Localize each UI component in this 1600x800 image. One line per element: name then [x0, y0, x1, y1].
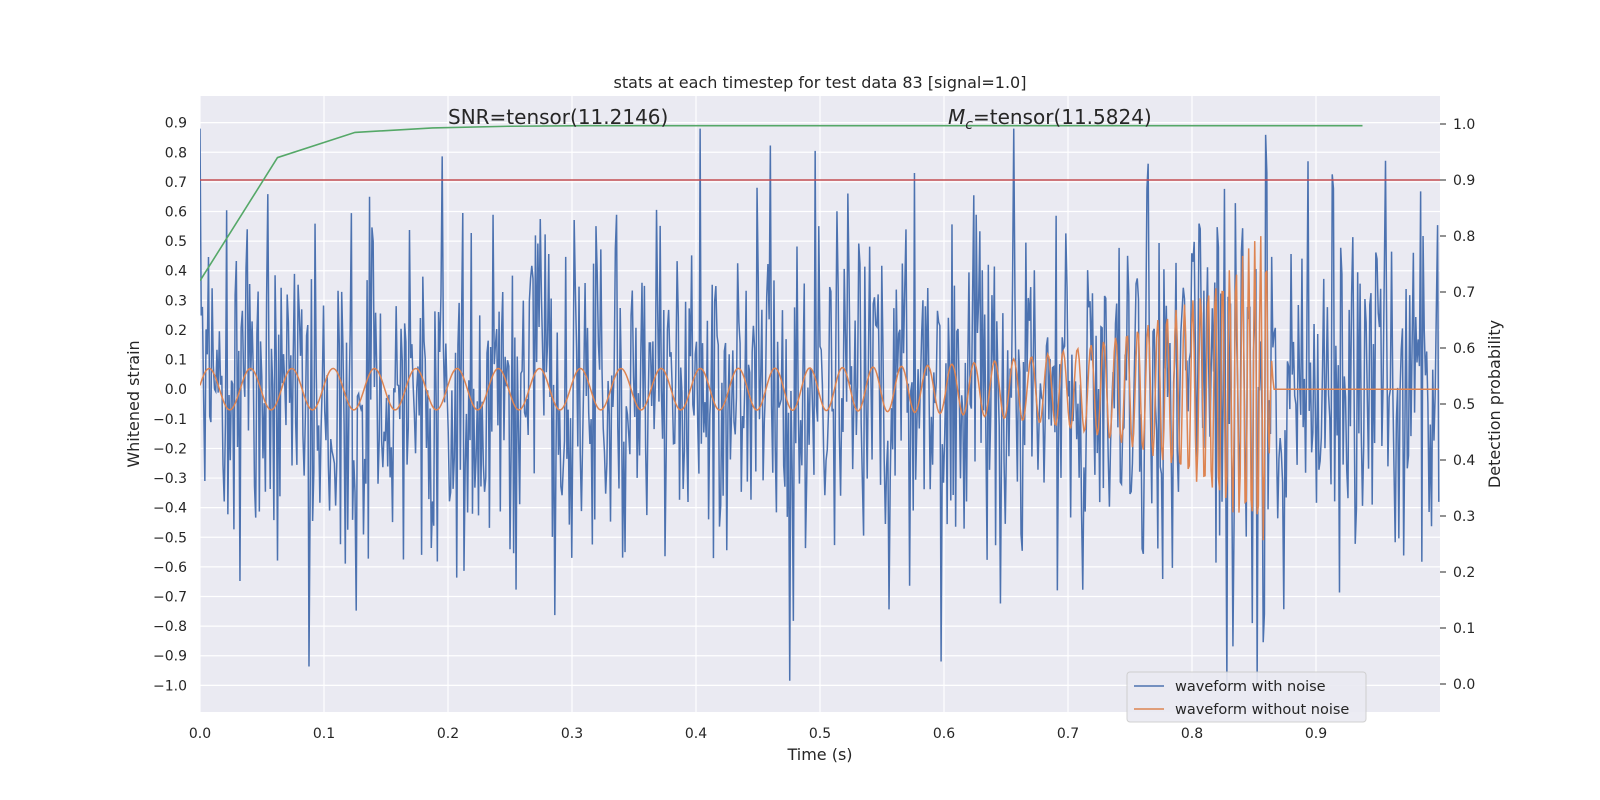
legend: waveform with noise waveform without noi… — [1126, 671, 1367, 723]
x-tick-label: 0.0 — [189, 726, 211, 742]
x-tick-label: 0.4 — [685, 726, 707, 742]
x-tick-label: 0.6 — [933, 726, 955, 742]
left-y-tick-label: 0.6 — [165, 205, 187, 221]
right-y-tick-label: 0.0 — [1453, 677, 1475, 693]
left-y-tick-label: 0.5 — [165, 234, 187, 250]
right-y-tick-label: 0.6 — [1453, 341, 1475, 357]
left-y-tick-label: 0.9 — [165, 116, 187, 132]
snr-annotation: SNR=tensor(11.2146) — [448, 105, 668, 129]
left-y-tick-label: −0.6 — [153, 560, 187, 576]
left-y-tick-label: 0.0 — [165, 382, 187, 398]
right-y-tick-label: 0.5 — [1453, 397, 1475, 413]
right-y-tick-label: 0.8 — [1453, 229, 1475, 245]
left-y-axis-ticks: 0.9 0.8 0.7 0.6 0.5 0.4 0.3 0.2 0.1 0.0 −0.1 −0.2 −0… — [153, 116, 187, 695]
left-y-tick-label: 0.8 — [165, 145, 187, 161]
left-y-tick-label: −0.1 — [153, 412, 187, 428]
chart-title: stats at each timestep for test data 83 … — [614, 73, 1027, 92]
right-y-tick-label: 0.9 — [1453, 173, 1475, 189]
legend-label-noisy: waveform with noise — [1175, 679, 1326, 695]
left-y-tick-label: −0.8 — [153, 619, 187, 635]
x-tick-label: 0.7 — [1057, 726, 1079, 742]
left-y-tick-label: 0.4 — [165, 264, 187, 280]
x-axis-label: Time (s) — [786, 745, 852, 764]
x-tick-label: 0.5 — [809, 726, 831, 742]
x-tick-label: 0.1 — [313, 726, 335, 742]
x-tick-label: 0.8 — [1181, 726, 1203, 742]
x-tick-label: 0.9 — [1305, 726, 1327, 742]
right-y-tick-label: 0.1 — [1453, 621, 1475, 637]
left-y-tick-label: −0.3 — [153, 471, 187, 487]
right-y-tick-label: 0.2 — [1453, 565, 1475, 581]
right-y-axis-ticks: 1.0 0.9 0.8 0.7 0.6 0.5 0.4 0.3 0.2 0.1 0.0 — [1440, 117, 1475, 693]
left-y-tick-label: −0.4 — [153, 501, 187, 517]
left-y-tick-label: 0.2 — [165, 323, 187, 339]
left-y-tick-label: 0.7 — [165, 175, 187, 191]
right-y-tick-label: 0.3 — [1453, 509, 1475, 525]
left-y-tick-label: −0.7 — [153, 590, 187, 606]
legend-label-clean: waveform without noise — [1175, 702, 1349, 718]
left-y-axis-label: Whitened strain — [124, 340, 143, 467]
noisy-waveform-line — [200, 128, 1440, 686]
right-y-axis-label: Detection probability — [1485, 320, 1504, 488]
detection-probability-line — [200, 124, 1363, 282]
x-tick-label: 0.2 — [437, 726, 459, 742]
left-y-tick-label: 0.3 — [165, 293, 187, 309]
chirp-mass-annotation: Mc=tensor(11.5824) — [948, 105, 1152, 133]
right-y-tick-label: 0.7 — [1453, 285, 1475, 301]
x-tick-label: 0.3 — [561, 726, 583, 742]
right-y-tick-label: 0.4 — [1453, 453, 1475, 469]
x-axis-ticks: 0.0 0.1 0.2 0.3 0.4 0.5 0.6 0.7 0.8 0.9 — [189, 726, 1327, 742]
left-y-tick-label: −0.9 — [153, 649, 187, 665]
left-y-tick-label: −0.2 — [153, 441, 187, 457]
clean-waveform-line — [200, 236, 1439, 541]
left-y-tick-label: 0.1 — [165, 353, 187, 369]
left-y-tick-label: −0.5 — [153, 530, 187, 546]
right-y-tick-label: 1.0 — [1453, 117, 1475, 133]
left-y-tick-label: −1.0 — [153, 678, 187, 694]
